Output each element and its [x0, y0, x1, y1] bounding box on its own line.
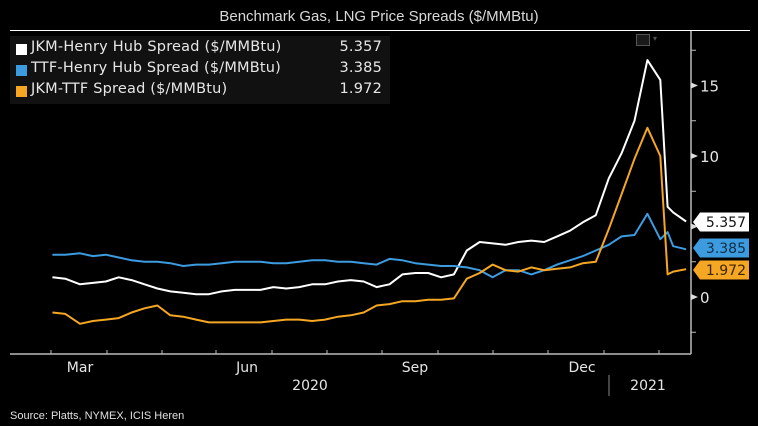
y-tick — [691, 82, 698, 89]
y-tick-label: 0 — [700, 289, 710, 307]
legend-swatch — [16, 44, 27, 55]
legend-value: 3.385 — [339, 60, 382, 76]
last-value-badge-text: 5.357 — [706, 215, 746, 231]
y-tick — [691, 294, 698, 300]
line-chart-icon[interactable] — [636, 34, 650, 46]
legend-label: JKM-Henry Hub Spread ($/MMBtu) — [31, 39, 282, 55]
legend-swatch — [16, 65, 27, 76]
x-tick-label: Jun — [235, 360, 258, 376]
legend-value: 5.357 — [339, 39, 382, 55]
last-value-badge — [693, 212, 749, 232]
x-tick-label: Mar — [67, 360, 94, 376]
y-tick — [691, 153, 698, 159]
legend-item-ttf-henry-hub[interactable]: TTF-Henry Hub Spread ($/MMBtu) 3.385 — [14, 60, 386, 80]
year-label: 2020 — [292, 378, 328, 394]
badge-layer: 5.357 3.385 1.972 — [693, 212, 749, 280]
last-value-badge — [693, 238, 749, 258]
legend-label: TTF-Henry Hub Spread ($/MMBtu) — [31, 60, 282, 76]
legend-label: JKM-TTF Spread ($/MMBtu) — [31, 81, 228, 97]
y-tick — [691, 223, 698, 230]
year-label: 2021 — [630, 378, 666, 394]
source-note: Source: Platts, NYMEX, ICIS Heren — [10, 410, 185, 422]
chevron-down-icon[interactable]: ▾ — [653, 34, 658, 43]
last-value-badge-text: 3.385 — [706, 241, 746, 257]
series-line — [52, 126, 687, 325]
chart-title: Benchmark Gas, LNG Price Spreads ($/MMBt… — [219, 8, 539, 25]
legend-item-jkm-henry-hub[interactable]: JKM-Henry Hub Spread ($/MMBtu) 5.357 — [14, 39, 386, 59]
series-line — [52, 59, 687, 296]
legend: JKM-Henry Hub Spread ($/MMBtu) 5.357 TTF… — [10, 36, 390, 104]
legend-swatch — [16, 86, 27, 97]
x-tick-label: Dec — [568, 360, 595, 376]
y-tick-label: 10 — [700, 148, 719, 166]
series-line — [52, 212, 687, 279]
last-value-badge — [693, 260, 749, 280]
title-divider — [10, 30, 750, 31]
legend-item-jkm-ttf[interactable]: JKM-TTF Spread ($/MMBtu) 1.972 — [14, 81, 386, 101]
series-layer — [52, 59, 687, 325]
axis-layer: 0 10 15 Mar Jun Sep Dec 2020 2021 — [10, 31, 719, 396]
x-tick-label: Sep — [402, 360, 429, 376]
y-tick-label: 15 — [700, 78, 719, 96]
last-value-badge-text: 1.972 — [706, 263, 746, 279]
legend-value: 1.972 — [339, 81, 382, 97]
